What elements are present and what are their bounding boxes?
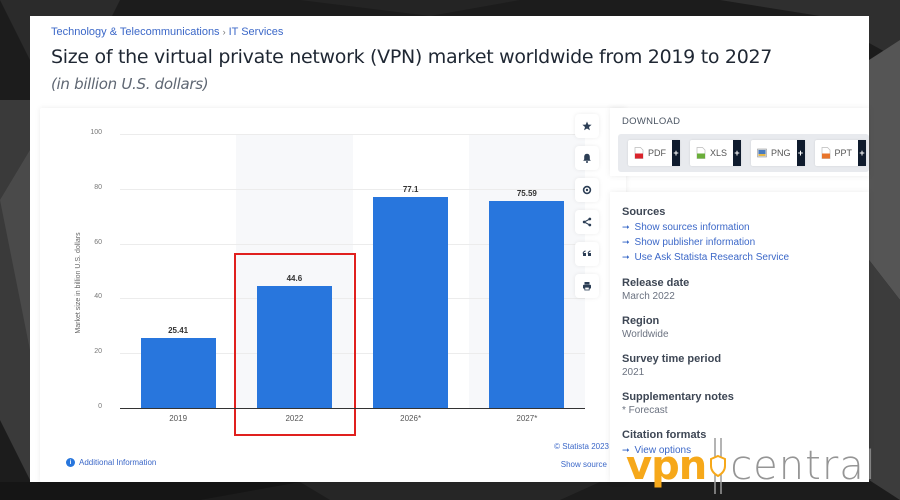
show-sources-information-link[interactable]: ➞ Show sources information bbox=[622, 222, 750, 233]
info-icon: i bbox=[66, 458, 75, 467]
copyright-label: © Statista 2023 bbox=[554, 442, 609, 451]
breadcrumb-item-technology[interactable]: Technology & Telecommunications bbox=[51, 26, 220, 38]
citation-formats-heading: Citation formats bbox=[622, 429, 707, 441]
x-tick-label: 2027* bbox=[516, 414, 538, 423]
sources-heading: Sources bbox=[622, 206, 666, 218]
release-date-heading: Release date bbox=[622, 277, 690, 289]
arrow-right-icon: ➞ bbox=[622, 222, 630, 232]
x-tick-label: 2022 bbox=[285, 414, 304, 423]
download-ppt-button[interactable]: PPT + bbox=[814, 140, 867, 166]
gear-icon bbox=[582, 185, 592, 195]
chart-card: 0 20 40 60 80 100 25.41 2019 44.6 2022 77.1 2026* 75… bbox=[40, 108, 626, 482]
bell-icon bbox=[583, 153, 591, 163]
vpncentral-watermark: vpn central bbox=[626, 438, 877, 494]
survey-period-heading: Survey time period bbox=[622, 353, 722, 365]
bar-value-label: 44.6 bbox=[286, 273, 303, 283]
bar-2026[interactable] bbox=[373, 196, 449, 408]
region-heading: Region bbox=[622, 315, 660, 327]
gridline bbox=[120, 353, 585, 355]
watermark-central: central bbox=[730, 443, 877, 489]
bar-2022[interactable] bbox=[256, 285, 332, 408]
download-xls-button[interactable]: XLS + bbox=[690, 140, 742, 166]
gridline bbox=[120, 298, 585, 300]
additional-information-label: Additional Information bbox=[79, 458, 157, 467]
xls-options-plus[interactable]: + bbox=[733, 140, 742, 166]
statistic-details-panel: Sources ➞ Show sources information ➞ Show … bbox=[610, 192, 869, 482]
download-pdf-button[interactable]: PDF + bbox=[628, 140, 680, 166]
statista-page: Technology & Telecommunications › IT Servi… bbox=[30, 16, 869, 482]
download-title: DOWNLOAD bbox=[622, 116, 681, 127]
settings-button[interactable] bbox=[575, 178, 599, 202]
ppt-file-icon bbox=[821, 147, 830, 159]
cite-button[interactable] bbox=[575, 242, 599, 266]
y-tick-label: 40 bbox=[94, 293, 102, 301]
print-icon bbox=[583, 282, 591, 291]
download-panel: DOWNLOAD PDF + XLS + PNG bbox=[610, 108, 869, 176]
bar-2019[interactable] bbox=[140, 338, 216, 408]
highlight-box bbox=[234, 253, 357, 436]
bar-2027[interactable] bbox=[489, 200, 565, 408]
png-file-icon bbox=[757, 148, 767, 158]
arrow-right-icon: ➞ bbox=[622, 237, 630, 247]
share-button[interactable] bbox=[575, 210, 599, 234]
bar-value-label: 77.1 bbox=[402, 184, 419, 194]
page-subtitle: (in billion U.S. dollars) bbox=[51, 75, 209, 93]
png-options-plus[interactable]: + bbox=[796, 140, 805, 166]
print-button[interactable] bbox=[575, 274, 599, 298]
arrow-right-icon: ➞ bbox=[622, 445, 630, 455]
region-value: Worldwide bbox=[622, 329, 669, 340]
show-publisher-information-link[interactable]: ➞ Show publisher information bbox=[622, 237, 756, 248]
notification-button[interactable] bbox=[575, 146, 599, 170]
show-source-label: Show source bbox=[560, 460, 607, 469]
pdf-options-plus[interactable]: + bbox=[672, 140, 680, 166]
gridline bbox=[120, 188, 585, 190]
watermark-vpn: vpn bbox=[626, 443, 707, 489]
star-icon bbox=[582, 121, 592, 131]
y-tick-label: 20 bbox=[94, 348, 102, 356]
breadcrumb: Technology & Telecommunications › IT Servi… bbox=[51, 26, 283, 38]
ppt-options-plus[interactable]: + bbox=[858, 140, 867, 166]
supplementary-notes-heading: Supplementary notes bbox=[622, 391, 734, 403]
xls-file-icon bbox=[696, 147, 706, 159]
x-tick-label: 2026* bbox=[400, 414, 422, 423]
page-title: Size of the virtual private network (VPN… bbox=[51, 46, 773, 68]
pdf-file-icon bbox=[634, 147, 644, 159]
x-axis-line bbox=[120, 408, 585, 409]
ask-statista-research-link[interactable]: ➞ Use Ask Statista Research Service bbox=[622, 252, 790, 263]
download-buttons: PDF + XLS + PNG + bbox=[618, 134, 869, 172]
download-png-button[interactable]: PNG + bbox=[751, 140, 805, 166]
gridline bbox=[120, 134, 585, 135]
survey-period-value: 2021 bbox=[622, 367, 645, 378]
view-options-link[interactable]: ➞ View options bbox=[622, 445, 692, 456]
sources-links: ➞ Show sources information ➞ Show publishe… bbox=[622, 220, 857, 265]
release-date-value: March 2022 bbox=[622, 291, 675, 302]
y-tick-label: 0 bbox=[98, 403, 102, 410]
favorite-button[interactable] bbox=[575, 114, 599, 138]
shield-icon bbox=[710, 438, 727, 494]
breadcrumb-item-it-services[interactable]: IT Services bbox=[228, 26, 284, 38]
quote-icon bbox=[582, 250, 591, 256]
breadcrumb-separator: › bbox=[222, 27, 226, 37]
y-tick-label: 100 bbox=[90, 129, 102, 136]
y-tick-label: 60 bbox=[94, 238, 102, 246]
share-icon bbox=[582, 217, 592, 227]
additional-information-link[interactable]: i Additional Information bbox=[66, 458, 156, 467]
y-tick-label: 80 bbox=[94, 183, 102, 191]
x-tick-label: 2019 bbox=[169, 414, 188, 423]
bar-value-label: 75.59 bbox=[516, 188, 537, 198]
bar-value-label: 25.41 bbox=[168, 326, 189, 336]
arrow-right-icon: ➞ bbox=[622, 252, 630, 262]
bar-chart: 0 20 40 60 80 100 25.41 2019 44.6 2022 77.1 2026* 75… bbox=[40, 108, 626, 482]
gridline bbox=[120, 243, 585, 245]
chart-toolbar bbox=[575, 114, 603, 306]
supplementary-notes-value: * Forecast bbox=[622, 405, 668, 416]
